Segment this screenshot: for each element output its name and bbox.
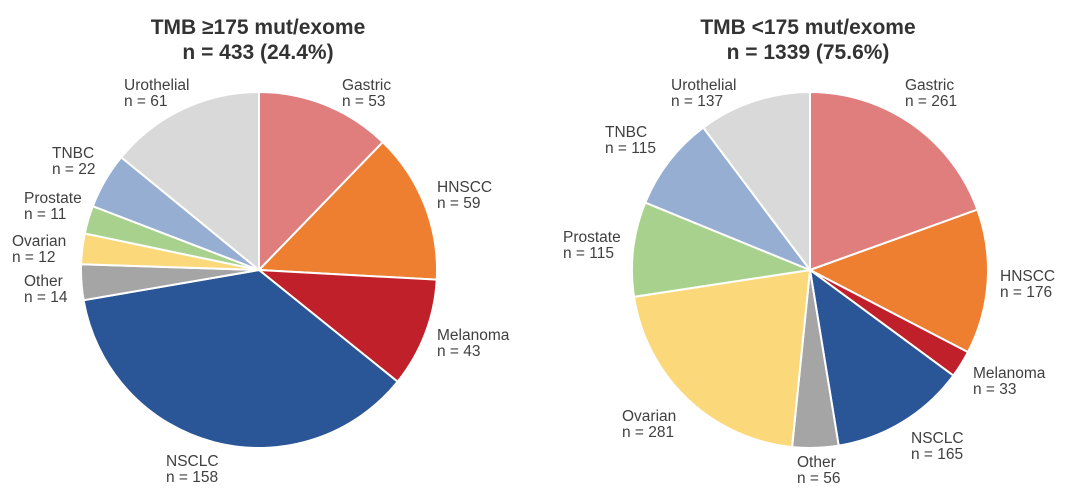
right-pie-label-gastric: Gastric [905,77,954,94]
right-pie-count-hnscc: n = 176 [1000,284,1052,301]
left-pie-count-ovarian: n = 12 [12,249,56,266]
right-pie-count-ovarian: n = 281 [622,424,674,441]
right-pie-label-nsclc: NSCLC [911,430,964,447]
right-pie-label-urothelial: Urothelial [671,77,736,94]
right-pie-count-tnbc: n = 115 [605,140,656,157]
left-pie-label-urothelial: Urothelial [124,77,189,94]
left-pie-label-other: Other [24,273,63,290]
left-pie-label-ovarian: Ovarian [12,233,66,250]
left-pie-slice-melanoma [255,268,438,384]
right-pie-slice-hnscc [807,208,989,354]
right-pie-slices [631,90,989,449]
right-pie-count-melanoma: n = 33 [973,381,1017,398]
right-pie-label-other: Other [797,454,836,471]
left-pie-count-nsclc: n = 158 [166,469,218,486]
left-pie-label-nsclc: NSCLC [166,453,219,470]
right-pie-slice-gastric [809,90,979,272]
left-pie-count-other: n = 14 [24,289,68,306]
left-pie-slice-hnscc [256,140,438,281]
left-pie-slice-urothelial [119,90,260,273]
right-pie-count-prostate: n = 115 [563,245,614,262]
right-pie-chart: TMB <175 mut/exome n = 1339 (75.6%) Gast… [563,16,1055,487]
left-pie-count-urothelial: n = 61 [124,93,168,110]
left-pie-count-tnbc: n = 22 [52,161,96,178]
left-chart-subtitle: n = 433 (24.4%) [182,41,333,64]
right-pie-slice-urothelial [701,90,811,274]
left-pie-label-gastric: Gastric [342,77,391,94]
left-pie-slice-gastric [258,90,385,273]
right-pie-slice-ovarian [632,268,812,449]
right-pie-label-hnscc: HNSCC [1000,268,1055,285]
right-chart-title: TMB <175 mut/exome [700,16,915,39]
right-pie-slice-tnbc [643,126,813,273]
right-pie-slice-prostate [631,201,814,298]
right-pie-label-melanoma: Melanoma [973,365,1046,382]
left-pie-count-melanoma: n = 43 [437,343,481,360]
left-pie-chart: TMB ≥175 mut/exome n = 433 (24.4%) Gastr… [12,16,510,486]
right-pie-label-tnbc: TNBC [605,124,647,141]
right-pie-count-other: n = 56 [797,470,841,487]
right-pie-slice-nsclc [808,267,955,447]
left-pie-label-tnbc: TNBC [52,145,94,162]
left-pie-label-hnscc: HNSCC [437,179,492,196]
left-pie-count-gastric: n = 53 [342,93,386,110]
right-chart-subtitle: n = 1339 (75.6%) [727,41,890,64]
left-pie-slices [80,90,438,449]
right-pie-count-gastric: n = 261 [905,93,957,110]
right-pie-label-ovarian: Ovarian [622,408,676,425]
left-pie-slice-nsclc [82,268,399,449]
left-chart-title: TMB ≥175 mut/exome [151,16,366,39]
left-pie-count-prostate: n = 11 [24,206,66,223]
right-pie-count-nsclc: n = 165 [911,446,963,463]
right-pie-label-prostate: Prostate [563,229,621,246]
left-pie-count-hnscc: n = 59 [437,195,481,212]
right-pie-count-urothelial: n = 137 [671,93,723,110]
left-pie-label-prostate: Prostate [24,190,82,207]
left-pie-label-melanoma: Melanoma [437,327,510,344]
